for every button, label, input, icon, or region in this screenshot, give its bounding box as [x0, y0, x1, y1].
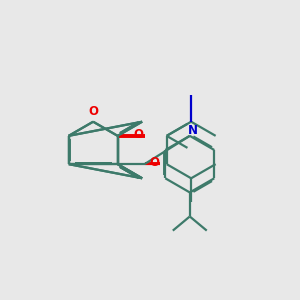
Text: O: O: [149, 156, 159, 169]
Text: O: O: [88, 105, 98, 118]
Text: N: N: [188, 124, 198, 137]
Text: O: O: [134, 128, 144, 141]
